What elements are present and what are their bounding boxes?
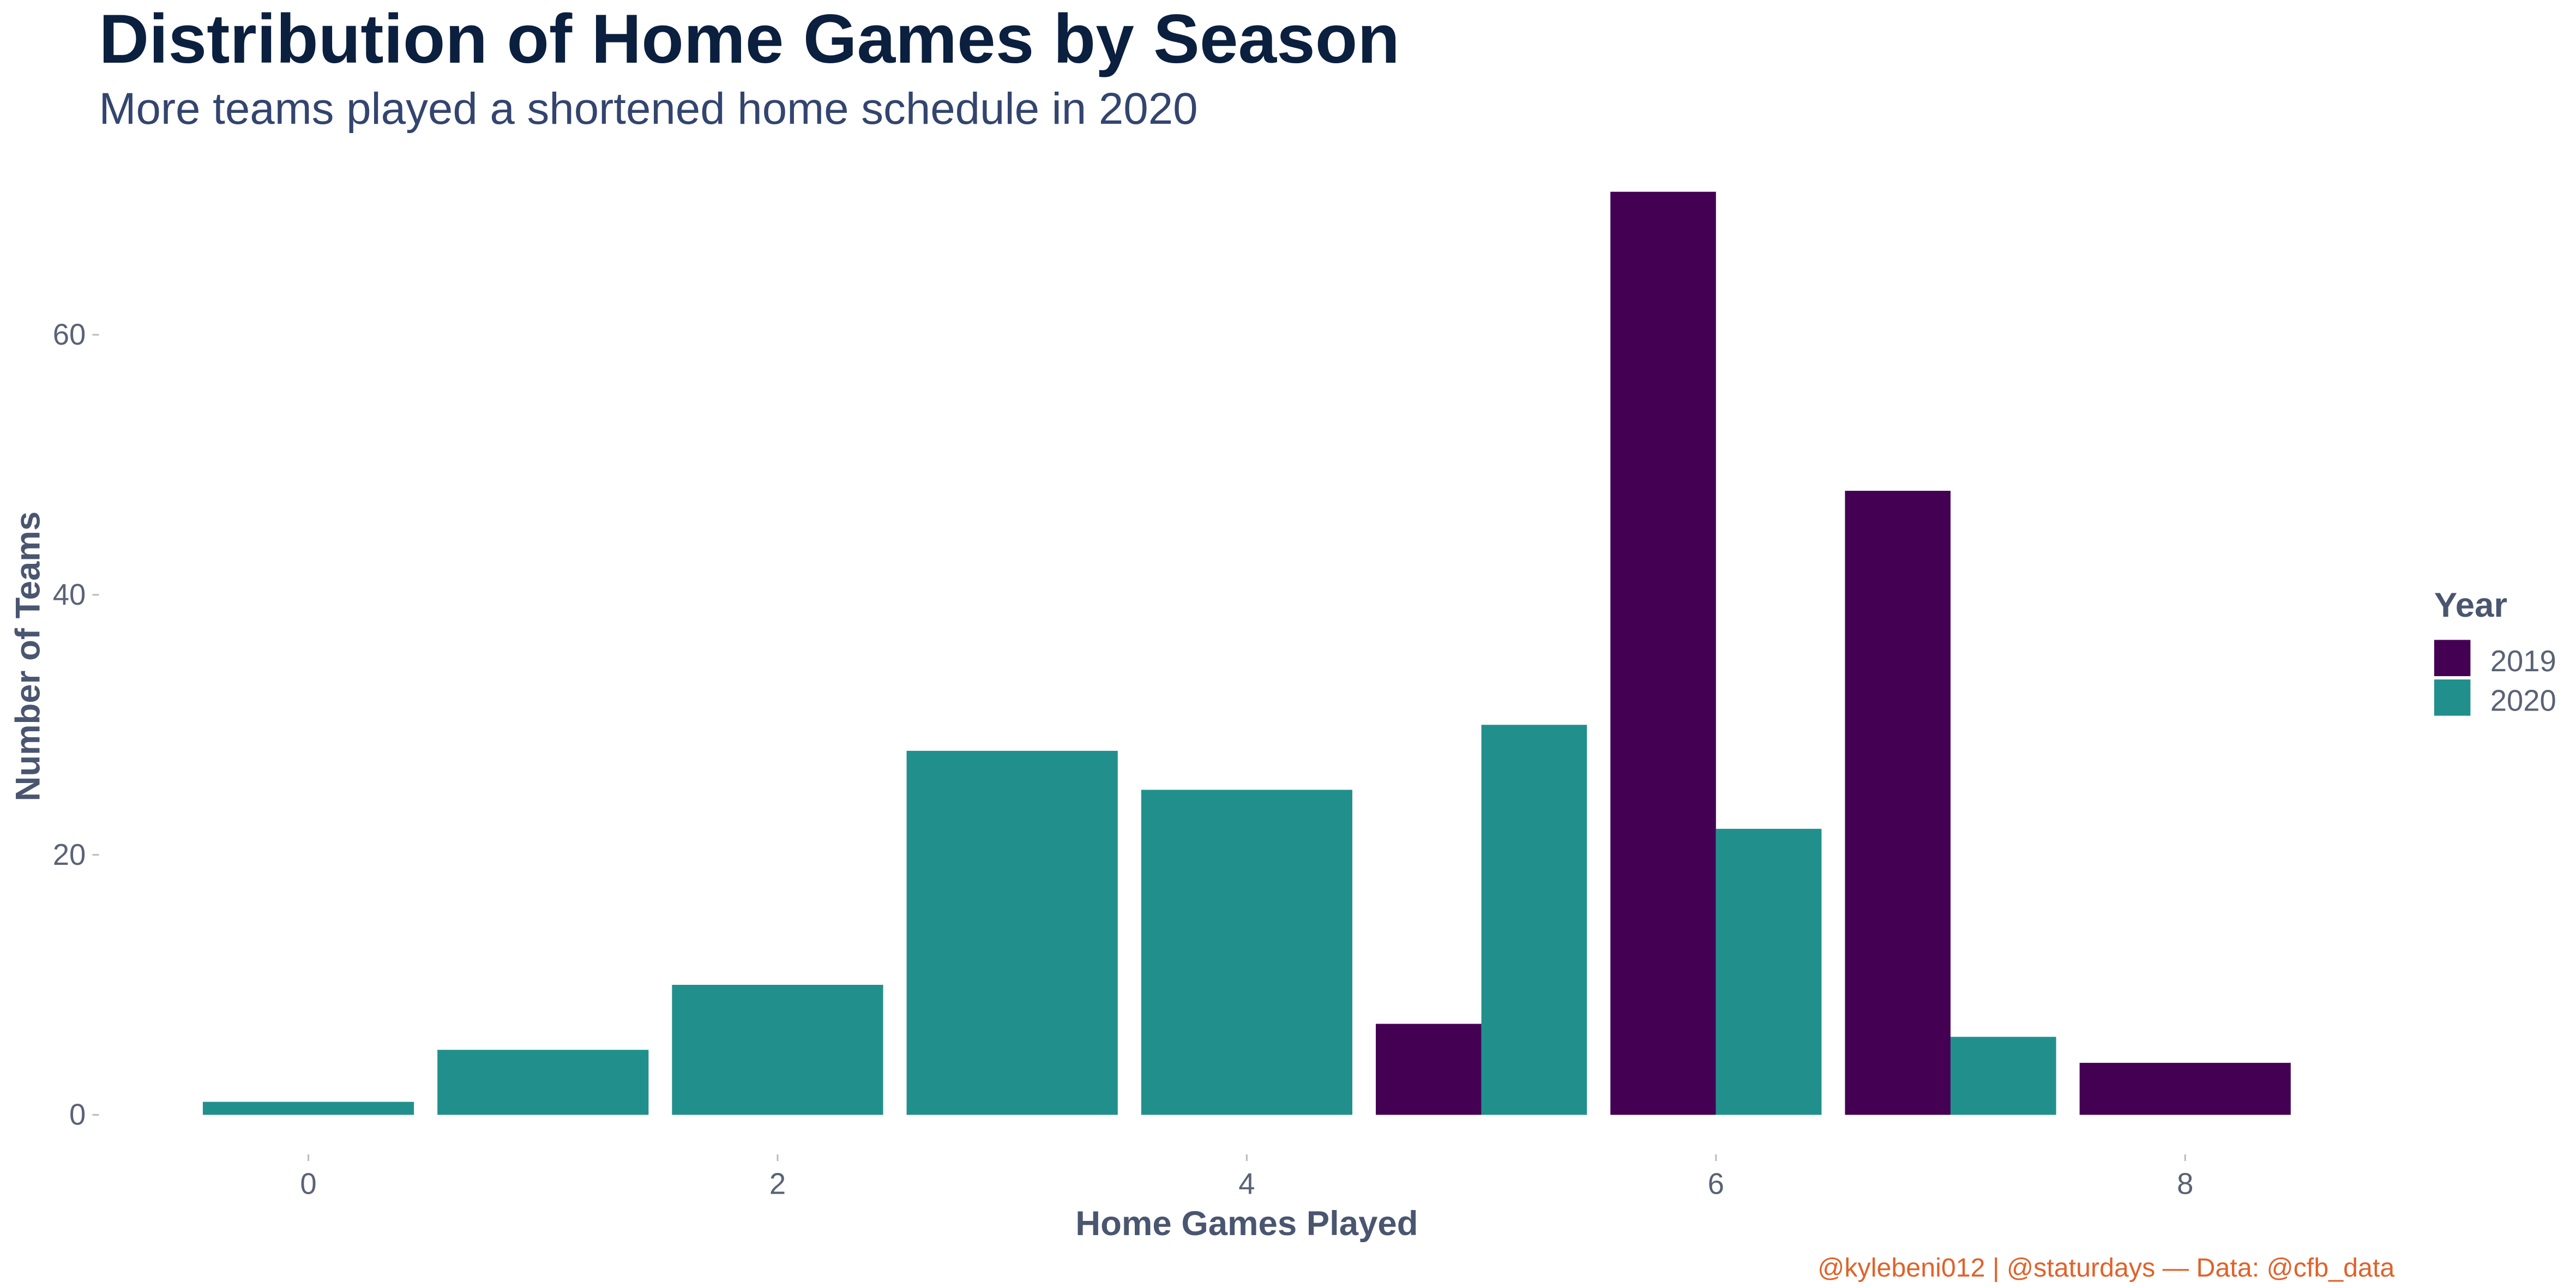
x-tick-label: 4 [1238, 1167, 1255, 1201]
y-tick-label: 60 [53, 318, 86, 351]
chart-subtitle: More teams played a shortened home sched… [99, 84, 1197, 134]
y-tick-label: 0 [69, 1098, 86, 1131]
x-tick-label: 6 [1708, 1167, 1724, 1201]
bar-2019-7 [1845, 491, 1951, 1115]
caption: @kylebeni012 | @staturdays — Data: @cfb_… [1817, 1253, 2394, 1283]
legend: Year 2019 2020 [2434, 586, 2556, 717]
legend-swatch-2020 [2434, 679, 2471, 716]
x-tick-label: 0 [300, 1167, 316, 1201]
legend-label-2020: 2020 [2490, 684, 2556, 717]
legend-swatch-2019 [2434, 640, 2471, 676]
bar-2020-5 [1481, 725, 1587, 1115]
x-axis-label: Home Games Played [1075, 1205, 1418, 1243]
bars [202, 191, 2291, 1115]
chart-title: Distribution of Home Games by Season [99, 0, 1400, 77]
bar-2020-4 [1141, 790, 1352, 1115]
bar-2020-7 [1951, 1037, 2056, 1115]
x-tick-label: 2 [769, 1167, 786, 1201]
bar-2019-5 [1376, 1024, 1482, 1115]
legend-title: Year [2434, 586, 2507, 624]
bar-2019-8 [2079, 1063, 2291, 1115]
bar-2020-1 [437, 1050, 649, 1115]
bar-2020-2 [672, 985, 883, 1115]
bar-2020-6 [1716, 828, 1822, 1115]
y-axis: 0 20 40 60 [53, 318, 99, 1131]
x-tick-label: 8 [2177, 1167, 2193, 1201]
bar-2020-3 [906, 750, 1118, 1115]
bar-2020-0 [202, 1102, 414, 1115]
y-tick-label: 40 [53, 578, 86, 611]
bar-2019-6 [1610, 191, 1716, 1115]
legend-label-2019: 2019 [2490, 645, 2556, 678]
y-tick-label: 20 [53, 838, 86, 871]
y-axis-label: Number of Teams [9, 511, 47, 802]
x-axis: 0 2 4 6 8 [300, 1154, 2193, 1201]
